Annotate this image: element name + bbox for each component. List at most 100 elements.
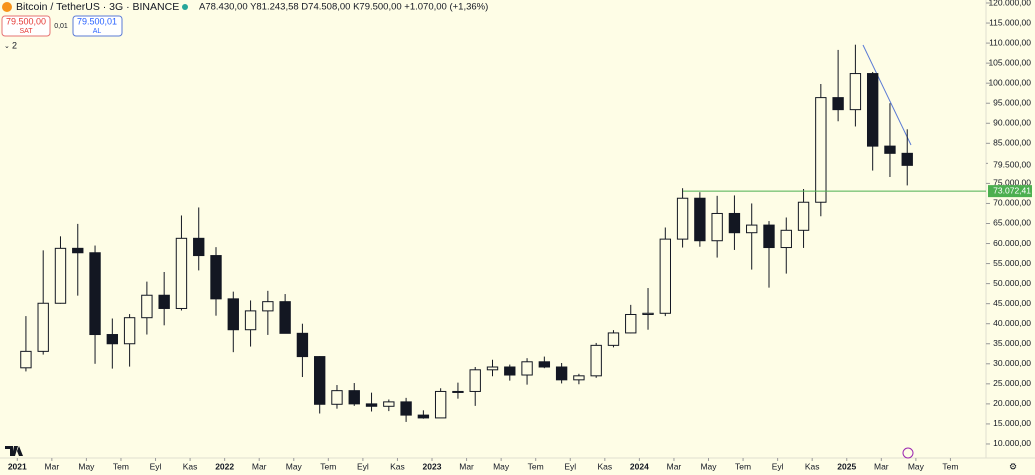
candle-body <box>694 197 706 242</box>
y-tick-label: 45.000,00 <box>993 298 1031 308</box>
x-tick-label: May <box>78 461 95 471</box>
candle-body <box>521 361 533 376</box>
x-tick-label: Tem <box>320 461 336 471</box>
indicator-count[interactable]: 2 <box>12 40 17 50</box>
candle-body <box>866 73 879 147</box>
candle-body <box>175 237 188 309</box>
candle-body <box>417 414 430 419</box>
y-tick-label: 20.000,00 <box>993 398 1031 408</box>
candle-body <box>452 390 464 393</box>
plot-area <box>20 44 986 422</box>
x-tick-label: Mar <box>667 461 682 471</box>
candle-body <box>607 332 620 346</box>
spread: 0,01 <box>54 23 68 30</box>
y-tick-label: 30.000,00 <box>993 358 1031 368</box>
header: Bitcoin / TetherUS · 3G · BINANCE A78.43… <box>1 1 488 50</box>
y-tick-label: 115.000,00 <box>989 17 1031 27</box>
candle-body <box>158 294 170 309</box>
candle-body <box>797 201 810 231</box>
candle-body <box>849 73 862 111</box>
y-tick-label: 55.000,00 <box>993 258 1031 268</box>
y-tick-label: 50.000,00 <box>993 278 1031 288</box>
candle-body <box>20 350 32 369</box>
last-price-label: 79.500,00 <box>993 160 1031 170</box>
candle-body <box>296 332 309 358</box>
candle-body <box>555 366 568 381</box>
x-tick-label: 2025 <box>837 461 856 471</box>
y-tick-label: 15.000,00 <box>993 418 1031 428</box>
y-tick-label: 60.000,00 <box>993 238 1031 248</box>
candle-body <box>625 313 637 334</box>
y-tick-label: 100.000,00 <box>988 77 1031 87</box>
candle-body <box>711 212 723 242</box>
x-tick-label: May <box>700 461 717 471</box>
candle-body <box>832 97 844 111</box>
buy-price[interactable]: 79.500,01 <box>77 16 117 26</box>
candle-body <box>123 317 136 345</box>
ohlc-readout: A78.430,00 Y81.243,58 D74.508,00 K79.500… <box>199 2 488 13</box>
x-tick-label: Eyl <box>150 461 162 471</box>
last-price-tag <box>988 159 1032 172</box>
x-tick-label: Tem <box>735 461 751 471</box>
y-tick-label: 110.000,00 <box>989 37 1031 47</box>
y-tick-label: 70.000,00 <box>993 198 1031 208</box>
y-tick-label: 40.000,00 <box>993 318 1031 328</box>
sell-button[interactable] <box>1 15 51 37</box>
candle-body <box>193 237 205 257</box>
candle-body <box>72 247 84 254</box>
candle-body <box>314 356 326 405</box>
candle-body <box>106 334 119 345</box>
y-tick-label: 25.000,00 <box>993 378 1031 388</box>
y-tick-label: 85.000,00 <box>993 138 1031 148</box>
sell-label[interactable]: SAT <box>19 28 33 35</box>
candle-body <box>54 247 67 304</box>
candle-body <box>901 152 913 166</box>
candle-body <box>728 212 741 234</box>
x-tick-label: Kas <box>805 461 820 471</box>
candle-body <box>780 229 792 249</box>
collapse-arrow[interactable]: ⌄ <box>4 43 10 50</box>
price-line-label: 73.072,41 <box>993 185 1031 195</box>
y-tick-label: 120.000,00 <box>988 0 1031 7</box>
y-tick-label: 65.000,00 <box>993 218 1031 228</box>
status-dot <box>182 4 188 10</box>
x-tick-label: Mar <box>252 461 267 471</box>
x-tick-label: Kas <box>597 461 612 471</box>
candle-body <box>504 366 516 376</box>
candle-body <box>746 224 758 234</box>
candle-body <box>763 224 775 249</box>
y-tick-label: 105.000,00 <box>988 57 1031 67</box>
y-tick-label: 95.000,00 <box>993 97 1031 107</box>
candle-body <box>279 301 291 334</box>
y-tick-label: 90.000,00 <box>993 118 1031 128</box>
buy-button[interactable] <box>72 15 123 37</box>
candle-body <box>365 403 378 407</box>
y-tick-label: 35.000,00 <box>993 338 1031 348</box>
buy-label[interactable]: AL <box>93 28 102 35</box>
candle-body <box>659 238 671 314</box>
x-tick-label: Mar <box>459 461 474 471</box>
settings-icon[interactable]: ⚙ <box>1009 461 1017 471</box>
candle-body <box>141 294 153 319</box>
x-tick-label: 2023 <box>423 461 442 471</box>
candle-body <box>486 366 499 371</box>
candle-body <box>573 375 585 381</box>
price-line-tag <box>988 185 1032 198</box>
sell-price[interactable]: 79.500,00 <box>6 16 46 26</box>
candle-body <box>348 390 360 405</box>
candle-body <box>227 298 239 331</box>
x-tick-label: 2022 <box>215 461 234 471</box>
alert-icon[interactable] <box>902 447 914 459</box>
coin-icon <box>2 2 12 12</box>
candle-body <box>815 97 827 203</box>
trend-line <box>862 44 912 146</box>
y-tick-label: 10.000,00 <box>993 438 1031 448</box>
x-tick-label: May <box>493 461 510 471</box>
x-tick-label: Tem <box>942 461 958 471</box>
x-tick-label: 2024 <box>630 461 649 471</box>
candle-body <box>89 252 101 336</box>
candle-body <box>383 401 395 407</box>
candle-body <box>37 302 49 352</box>
